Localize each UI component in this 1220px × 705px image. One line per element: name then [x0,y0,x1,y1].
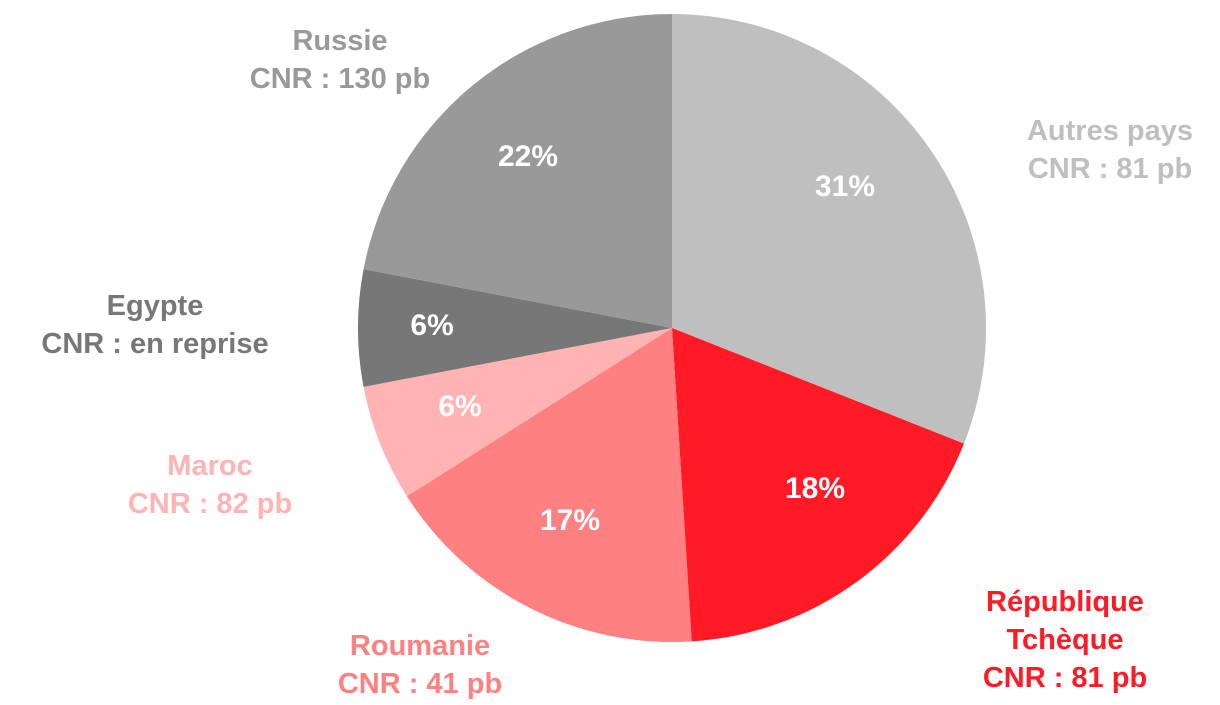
pie-slice [672,14,986,444]
slice-label: Roumanie CNR : 41 pb [338,627,502,703]
category-name: Roumanie [349,630,491,662]
annotation: CNR : 81 pb [1027,153,1193,185]
slice-label: Maroc CNR : 82 pb [128,447,292,523]
annotation: CNR : 41 pb [337,668,503,700]
slice-label: République Tchèque CNR : 81 pb [970,583,1160,697]
value-label: 6% [438,390,481,423]
category-name: Autres pays [1026,115,1194,147]
category-name: Egypte [106,290,204,322]
pie-slice [406,328,692,642]
slice-label: Autres pays CNR : 81 pb [1027,112,1193,188]
category-name: Russie [292,25,388,57]
annotation: CNR : en reprise [41,328,269,360]
value-label: 22% [498,140,558,173]
value-label: 18% [785,472,845,505]
pie-slice [672,328,964,642]
slice-label: Egypte CNR : en reprise [41,287,268,363]
pie-slice [363,14,672,328]
pie-slice [363,328,672,497]
category-name: République Tchèque [986,586,1144,656]
annotation: CNR : 82 pb [127,488,293,520]
value-label: 17% [540,504,600,537]
value-label: 6% [410,309,453,342]
annotation: CNR : 81 pb [982,662,1148,694]
category-name: Maroc [167,450,253,482]
annotation: CNR : 130 pb [249,63,431,95]
pie-slice [358,269,672,387]
value-label: 31% [815,170,875,203]
slice-label: Russie CNR : 130 pb [250,22,430,98]
